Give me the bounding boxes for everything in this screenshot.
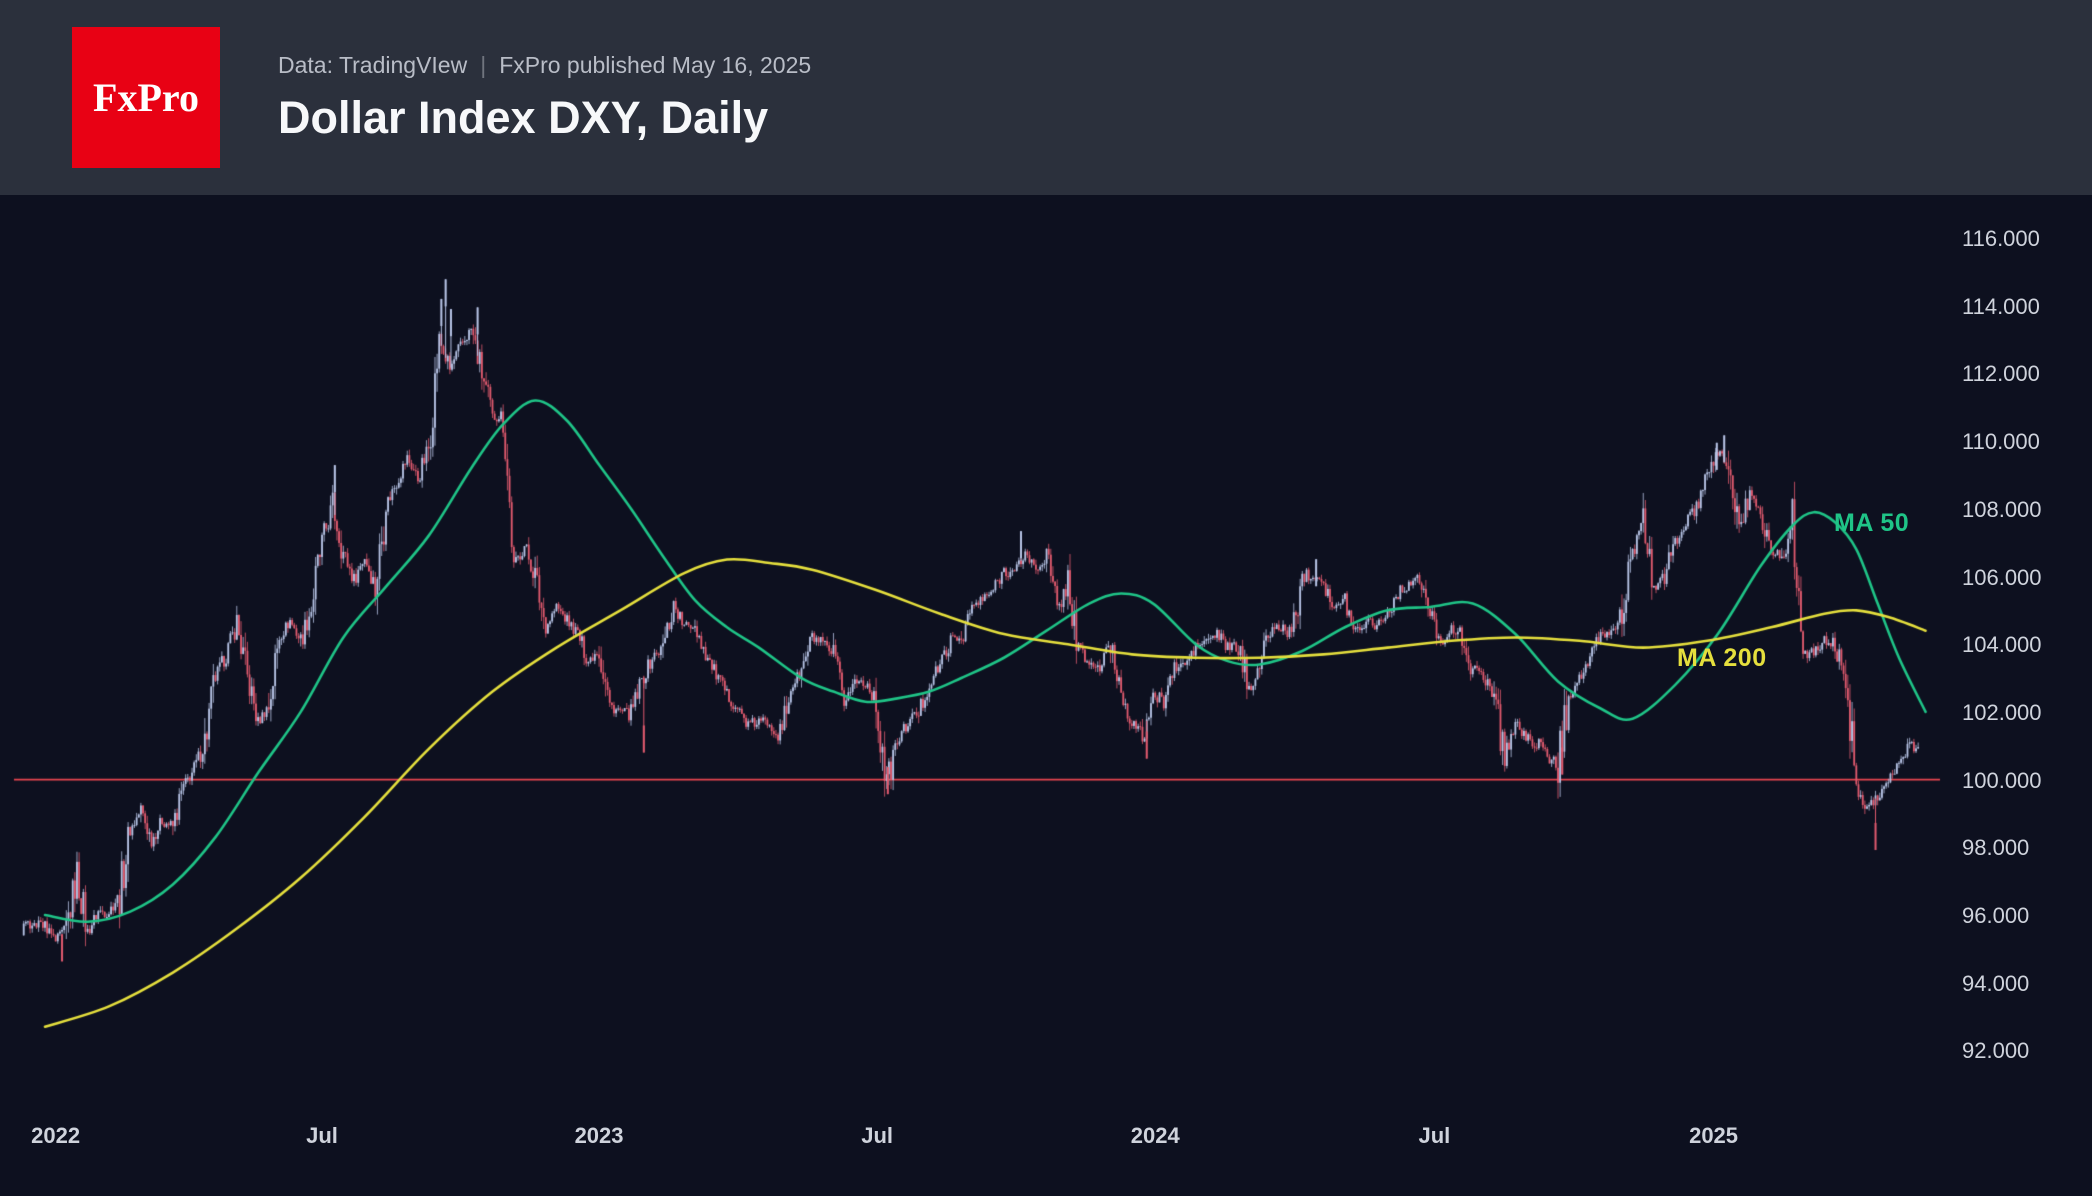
candlestick-chart — [0, 195, 2092, 1196]
header-meta: Data: TradingVIew | FxPro published May … — [278, 52, 811, 144]
source-line: Data: TradingVIew | FxPro published May … — [278, 52, 811, 79]
fxpro-logo-text: FxPro — [93, 75, 199, 120]
fxpro-logo: FxPro — [72, 27, 220, 168]
chart-title: Dollar Index DXY, Daily — [278, 91, 769, 143]
data-source-text: Data: TradingVIew — [278, 51, 468, 78]
ma50-label: MA 50 — [1834, 509, 1910, 537]
chart-area: 116.000 114.000 112.000 110.000 108.000 106.0… — [0, 195, 2092, 1196]
separator: | — [480, 51, 487, 78]
published-text: FxPro published May 16, 2025 — [499, 51, 812, 78]
header: FxPro Data: TradingVIew | FxPro publishe… — [0, 0, 2092, 195]
ma200-label: MA 200 — [1677, 644, 1767, 672]
